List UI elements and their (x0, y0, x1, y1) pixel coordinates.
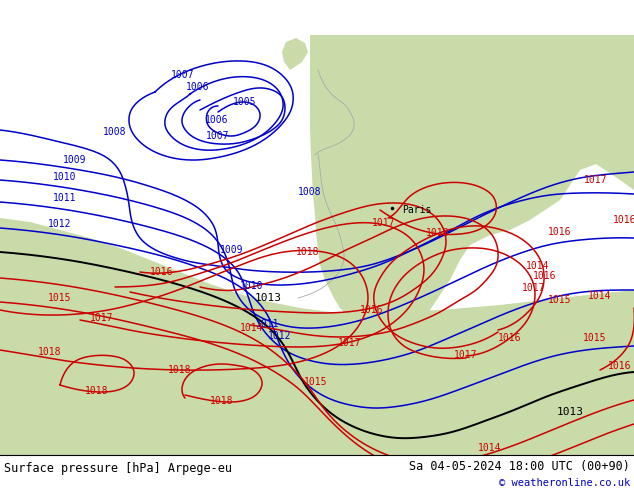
Bar (0, 455, 634, 490)
Text: 1008: 1008 (298, 187, 321, 197)
Text: Surface pressure [hPa] Arpege-eu: Surface pressure [hPa] Arpege-eu (4, 462, 232, 474)
Text: 1016: 1016 (498, 333, 522, 343)
Text: 1017: 1017 (90, 313, 113, 323)
Text: 1018: 1018 (426, 228, 450, 238)
Text: 1011: 1011 (53, 193, 77, 203)
Text: 1011: 1011 (256, 319, 280, 329)
Text: 1015: 1015 (48, 293, 72, 303)
Text: 1014: 1014 (526, 261, 550, 271)
Polygon shape (540, 35, 634, 140)
Polygon shape (310, 35, 634, 342)
Text: 1015: 1015 (548, 295, 572, 305)
Text: 1006: 1006 (205, 115, 229, 125)
Text: 1009: 1009 (220, 245, 243, 255)
Polygon shape (310, 35, 360, 110)
Text: 1014: 1014 (478, 443, 501, 453)
Text: 1016: 1016 (150, 267, 174, 277)
Text: 1008: 1008 (103, 127, 127, 137)
Text: 1010: 1010 (53, 172, 77, 182)
Text: 1017: 1017 (585, 175, 608, 185)
Text: 1005: 1005 (233, 97, 257, 107)
Polygon shape (0, 312, 634, 490)
Text: 1017: 1017 (454, 350, 478, 360)
Text: 1006: 1006 (186, 82, 210, 92)
Text: Sa 04-05-2024 18:00 UTC (00+90): Sa 04-05-2024 18:00 UTC (00+90) (409, 460, 630, 472)
Text: 1018: 1018 (168, 365, 191, 375)
Text: 1015: 1015 (583, 333, 607, 343)
Text: 1017: 1017 (339, 338, 362, 348)
Text: 1014: 1014 (240, 323, 264, 333)
Text: 1010: 1010 (240, 281, 264, 291)
Text: 1009: 1009 (63, 155, 87, 165)
Text: 1017: 1017 (372, 218, 396, 228)
Text: 1015: 1015 (304, 377, 328, 387)
Text: 1007: 1007 (206, 131, 230, 141)
Text: Paris: Paris (402, 205, 431, 215)
Polygon shape (312, 35, 358, 110)
Text: 1013: 1013 (557, 407, 583, 417)
Polygon shape (0, 218, 634, 490)
Text: 1018: 1018 (85, 386, 109, 396)
Polygon shape (480, 35, 634, 90)
Text: 1007: 1007 (171, 70, 195, 80)
Text: 1016: 1016 (533, 271, 557, 281)
Text: 1016: 1016 (613, 215, 634, 225)
Text: 1012: 1012 (48, 219, 72, 229)
Text: 1016: 1016 (360, 305, 384, 315)
Text: 1017: 1017 (522, 283, 546, 293)
Text: 1012: 1012 (268, 331, 292, 341)
Text: 1018: 1018 (210, 396, 234, 406)
Text: © weatheronline.co.uk: © weatheronline.co.uk (499, 478, 630, 488)
Text: 1016: 1016 (548, 227, 572, 237)
Polygon shape (400, 35, 634, 190)
Text: 1013: 1013 (254, 293, 281, 303)
Text: 1014: 1014 (588, 291, 612, 301)
Polygon shape (282, 38, 308, 70)
Text: 1018: 1018 (38, 347, 61, 357)
Text: 1018: 1018 (296, 247, 320, 257)
Text: 1016: 1016 (608, 361, 631, 371)
